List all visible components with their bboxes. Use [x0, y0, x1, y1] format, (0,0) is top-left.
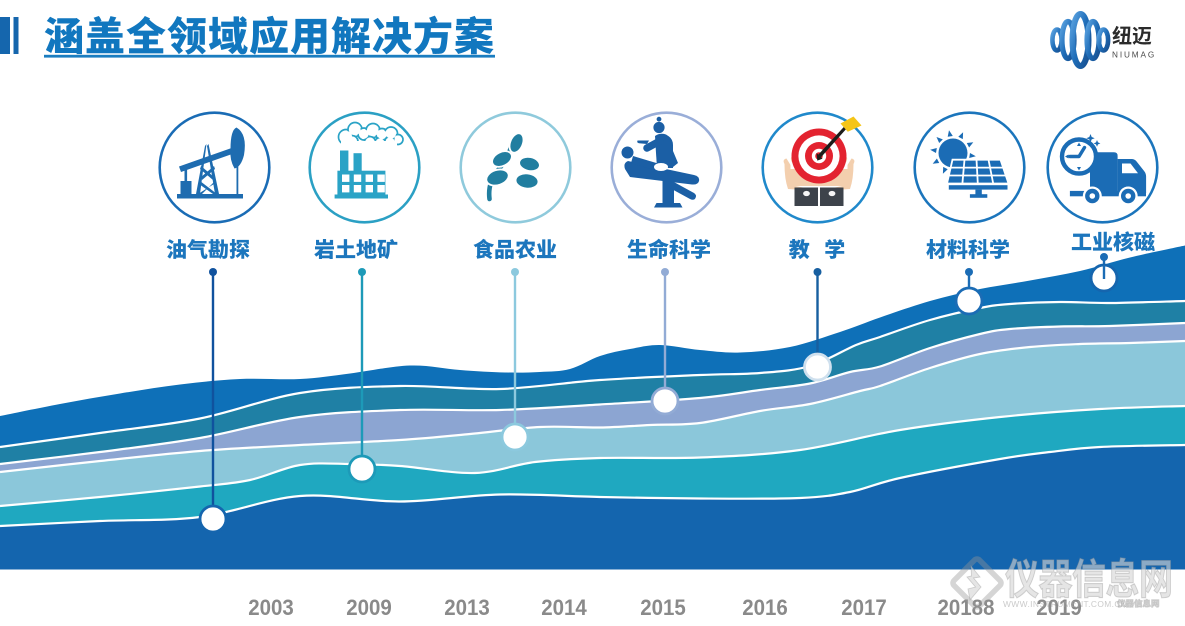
svg-text:WWW.INSTRUMENT.COM.CN: WWW.INSTRUMENT.COM.CN [1003, 599, 1127, 609]
svg-text:NIUMAG: NIUMAG [1112, 51, 1156, 60]
